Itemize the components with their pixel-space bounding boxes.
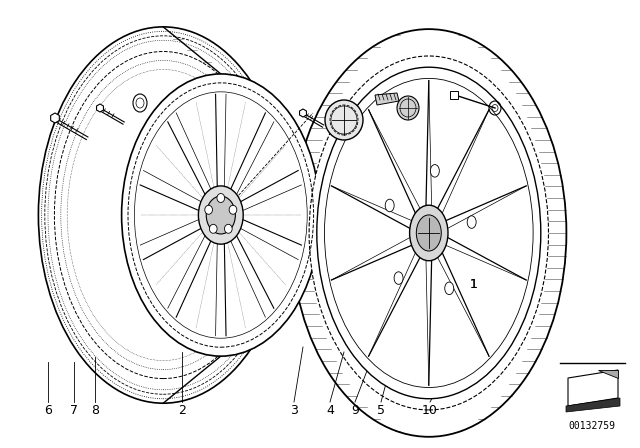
- Ellipse shape: [122, 74, 320, 356]
- Text: 6: 6: [44, 404, 52, 417]
- Text: 00132759: 00132759: [568, 421, 616, 431]
- Polygon shape: [568, 370, 618, 406]
- Ellipse shape: [217, 194, 225, 202]
- Ellipse shape: [394, 272, 403, 284]
- Ellipse shape: [410, 205, 448, 261]
- Text: 1: 1: [470, 279, 478, 292]
- Text: 2: 2: [178, 404, 186, 417]
- Ellipse shape: [225, 224, 232, 233]
- Polygon shape: [51, 113, 60, 123]
- Ellipse shape: [445, 282, 454, 295]
- Ellipse shape: [205, 205, 212, 214]
- Polygon shape: [300, 109, 307, 117]
- Ellipse shape: [430, 164, 439, 177]
- Ellipse shape: [209, 224, 217, 233]
- FancyBboxPatch shape: [450, 91, 458, 99]
- Ellipse shape: [206, 196, 236, 234]
- Text: 8: 8: [91, 404, 99, 417]
- Ellipse shape: [309, 56, 548, 410]
- Polygon shape: [566, 398, 620, 412]
- Ellipse shape: [467, 216, 476, 228]
- Text: 7: 7: [70, 404, 78, 417]
- Ellipse shape: [291, 29, 566, 437]
- Text: 1: 1: [470, 279, 478, 292]
- Polygon shape: [97, 104, 104, 112]
- Ellipse shape: [397, 96, 419, 120]
- Ellipse shape: [38, 27, 288, 403]
- Text: 10: 10: [422, 404, 438, 417]
- Ellipse shape: [317, 67, 541, 399]
- Text: 9: 9: [351, 404, 359, 417]
- Ellipse shape: [229, 205, 237, 214]
- Ellipse shape: [325, 100, 363, 140]
- Polygon shape: [598, 370, 618, 378]
- Polygon shape: [375, 93, 399, 105]
- Text: 5: 5: [377, 404, 385, 417]
- Text: 4: 4: [326, 404, 334, 417]
- Ellipse shape: [385, 199, 394, 212]
- Ellipse shape: [133, 94, 147, 112]
- Ellipse shape: [416, 215, 442, 251]
- Ellipse shape: [198, 186, 243, 244]
- Text: 3: 3: [290, 404, 298, 417]
